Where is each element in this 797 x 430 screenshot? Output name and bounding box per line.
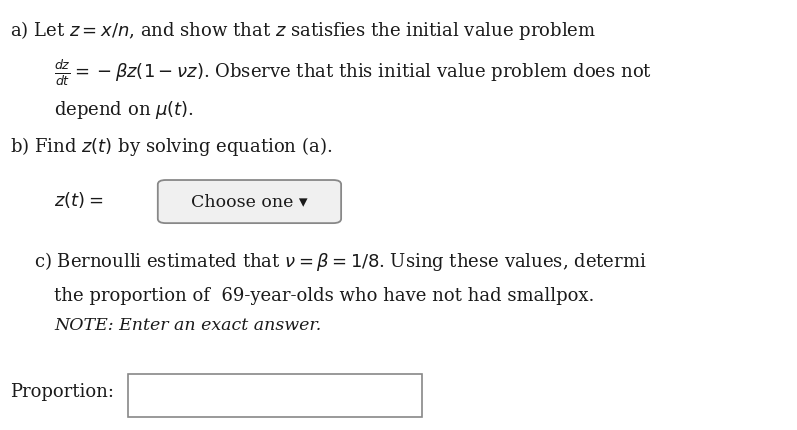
Text: NOTE: Enter an exact answer.: NOTE: Enter an exact answer. [54,316,321,333]
Text: $\frac{dz}{dt} = -\beta z(1 - \nu z)$. Observe that this initial value problem d: $\frac{dz}{dt} = -\beta z(1 - \nu z)$. O… [54,58,652,88]
Text: a) Let $z = x/n$, and show that $z$ satisfies the initial value problem: a) Let $z = x/n$, and show that $z$ sati… [10,18,596,42]
FancyBboxPatch shape [128,374,422,417]
Text: Choose one ▾: Choose one ▾ [191,194,308,211]
Text: the proportion of  69-year-olds who have not had smallpox.: the proportion of 69-year-olds who have … [54,286,595,304]
Text: depend on $\mu(t)$.: depend on $\mu(t)$. [54,98,194,121]
Text: $z(t) = $: $z(t) = $ [54,190,104,210]
Text: b) Find $z(t)$ by solving equation (a).: b) Find $z(t)$ by solving equation (a). [10,135,332,158]
Text: Proportion:: Proportion: [10,382,114,400]
FancyBboxPatch shape [158,181,341,224]
Text: c) Bernoulli estimated that $\nu = \beta = 1/8$. Using these values, determi: c) Bernoulli estimated that $\nu = \beta… [34,249,647,273]
